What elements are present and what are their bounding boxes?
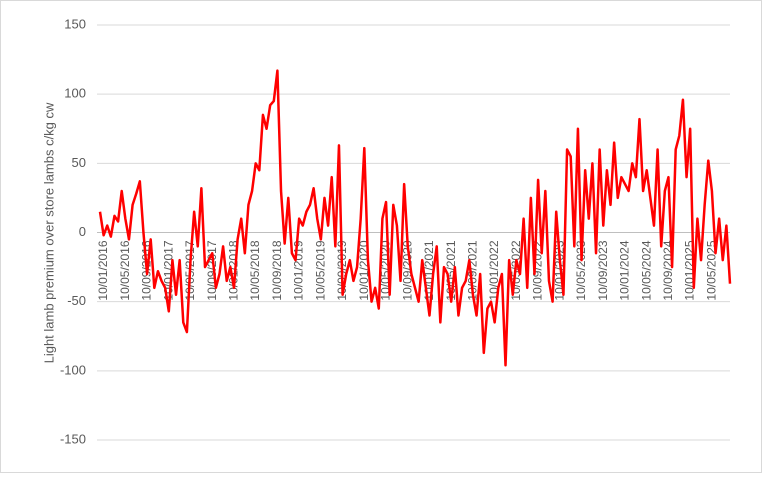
x-tick-label: 10/09/2020 (400, 240, 414, 300)
x-tick-label: 10/05/2025 (704, 240, 718, 300)
y-tick-label: 0 (79, 224, 86, 239)
x-tick-label: 10/05/2018 (248, 240, 262, 300)
x-tick-label: 10/01/2019 (292, 240, 306, 300)
x-tick-label: 10/05/2024 (639, 240, 653, 300)
y-tick-label: -50 (67, 293, 86, 308)
x-tick-label: 10/09/2017 (205, 240, 219, 300)
y-tick-label: 50 (72, 155, 86, 170)
x-tick-label: 10/09/2018 (270, 240, 284, 300)
x-tick-label: 10/01/2016 (96, 240, 110, 300)
x-tick-label: 10/05/2021 (444, 240, 458, 300)
x-tick-label: 10/01/2024 (618, 240, 632, 300)
data-line (98, 69, 732, 367)
y-tick-label: -150 (60, 431, 86, 446)
y-axis-title: Light lamb premium over store lambs c/kg… (41, 102, 56, 363)
y-tick-label: -100 (60, 362, 86, 377)
x-tick-label: 10/05/2016 (118, 240, 132, 300)
x-tick-label: 10/09/2023 (596, 240, 610, 300)
x-tick-label: 10/05/2023 (574, 240, 588, 300)
x-tick-label: 10/05/2019 (313, 240, 327, 300)
x-tick-label: 10/09/2021 (465, 240, 479, 300)
y-tick-label: 100 (64, 86, 86, 101)
y-tick-label: 150 (64, 16, 86, 31)
